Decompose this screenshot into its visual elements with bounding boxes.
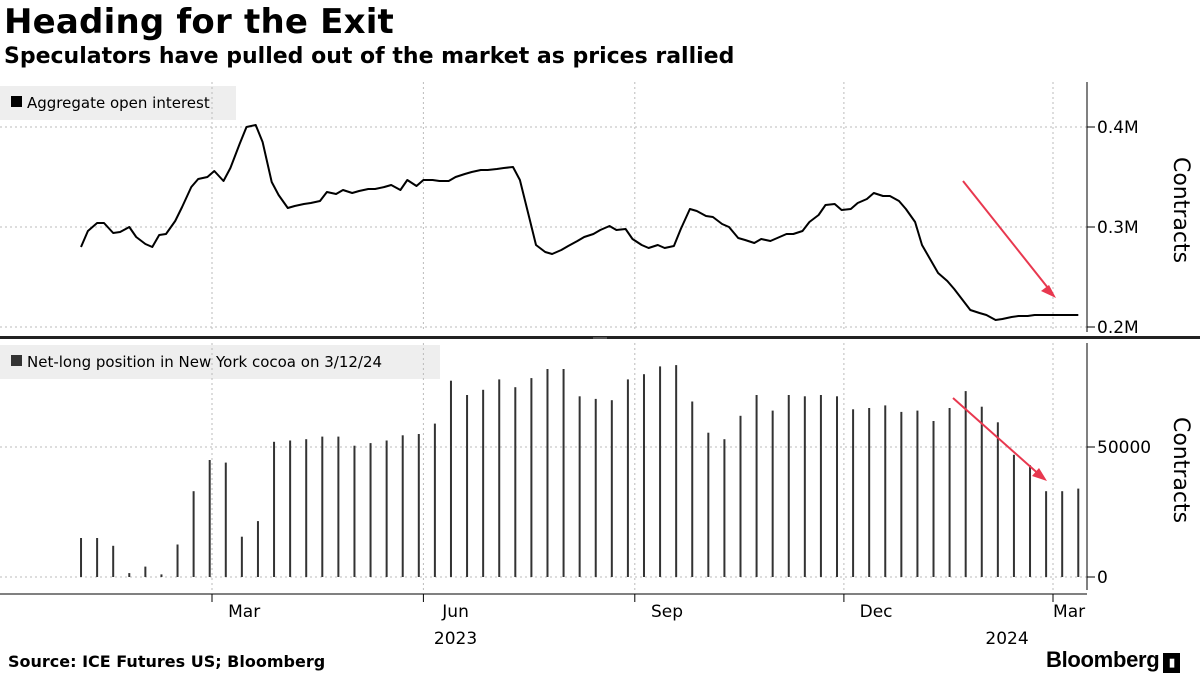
chart-title: Heading for the Exit xyxy=(4,2,395,42)
net-long-bar xyxy=(964,391,967,577)
x-tick-label: Jun xyxy=(441,602,469,622)
bloomberg-wordmark: Bloomberg xyxy=(1046,647,1160,672)
net-long-bar xyxy=(192,491,195,577)
net-long-bar xyxy=(626,379,629,577)
net-long-bar xyxy=(240,536,243,577)
y-tick-label: 0.2M xyxy=(1097,318,1139,338)
net-long-bar xyxy=(289,440,292,577)
net-long-bar xyxy=(659,366,662,577)
net-long-bar xyxy=(932,421,935,577)
net-long-bar xyxy=(144,566,147,577)
net-long-bar xyxy=(1012,454,1015,577)
net-long-bar xyxy=(112,545,115,577)
x-tick-label: Mar xyxy=(228,602,260,622)
net-long-bar xyxy=(546,369,549,577)
y-axis-label-bottom: Contracts xyxy=(1168,417,1193,523)
net-long-bar xyxy=(128,573,131,577)
y-tick-label: 0.3M xyxy=(1097,218,1139,238)
net-long-bar xyxy=(578,396,581,577)
net-long-bar xyxy=(305,439,308,577)
net-long-bar xyxy=(980,406,983,577)
net-long-bar xyxy=(675,365,678,577)
net-long-bar xyxy=(755,395,758,577)
legend-box-top xyxy=(0,86,236,120)
net-long-bar xyxy=(916,410,919,577)
net-long-bar xyxy=(771,410,774,577)
chart-area: Aggregate open interest Net-long positio… xyxy=(0,82,1200,649)
legend-label-bottom: Net-long position in New York cocoa on 3… xyxy=(27,353,382,371)
net-long-bar xyxy=(530,378,533,577)
net-long-bar xyxy=(353,445,356,577)
x-tick-label: Dec xyxy=(860,602,893,622)
net-long-bar xyxy=(208,460,211,577)
x-year-label: 2024 xyxy=(985,629,1028,649)
net-long-bar xyxy=(900,411,903,577)
net-long-bar xyxy=(385,440,388,577)
net-long-bar xyxy=(739,415,742,577)
net-long-bar xyxy=(594,398,597,577)
net-long-bar xyxy=(1061,491,1064,577)
net-long-bar xyxy=(819,395,822,577)
net-long-bar xyxy=(884,405,887,577)
y-axis-label-top: Contracts xyxy=(1168,157,1193,263)
net-long-bar xyxy=(707,432,710,577)
net-long-bar xyxy=(256,521,259,577)
x-tick-label: Sep xyxy=(651,602,683,622)
net-long-bar xyxy=(723,439,726,577)
legend-box-bottom xyxy=(0,345,440,379)
net-long-bar xyxy=(642,374,645,577)
trend-arrow-top xyxy=(962,180,1056,298)
y-tick-label: 50000 xyxy=(1097,438,1151,458)
net-long-bar xyxy=(514,387,517,577)
net-long-bar xyxy=(1077,488,1080,577)
net-long-bar xyxy=(868,408,871,577)
y-tick-label: 0 xyxy=(1097,568,1108,588)
net-long-bar xyxy=(1045,491,1048,577)
open-interest-line xyxy=(80,124,1079,321)
net-long-bar xyxy=(562,369,565,577)
net-long-bar xyxy=(852,409,855,577)
net-long-bar xyxy=(401,435,404,577)
net-long-bar xyxy=(321,436,324,577)
trend-arrow-bottom xyxy=(952,397,1047,481)
source-note: Source: ICE Futures US; Bloomberg xyxy=(8,652,326,671)
net-long-bar xyxy=(176,544,179,577)
net-long-bar xyxy=(417,434,420,577)
net-long-bar xyxy=(948,408,951,577)
net-long-bar xyxy=(273,441,276,577)
net-long-bar xyxy=(610,400,613,577)
x-year-label: 2023 xyxy=(434,629,477,649)
net-long-bar xyxy=(466,395,469,577)
bloomberg-badge-icon: ▮ xyxy=(1163,653,1181,673)
bloomberg-logo: Bloomberg ▮ xyxy=(1046,647,1181,673)
net-long-bar xyxy=(160,574,163,577)
net-long-bar xyxy=(836,396,839,577)
net-long-bar xyxy=(803,396,806,577)
chart-subtitle: Speculators have pulled out of the marke… xyxy=(4,44,735,69)
net-long-bar xyxy=(449,380,452,577)
net-long-bar xyxy=(787,395,790,577)
net-long-bar xyxy=(80,538,83,577)
net-long-bar xyxy=(498,379,501,577)
legend-swatch-top xyxy=(11,96,22,107)
legend-swatch-bottom xyxy=(11,355,22,366)
legend-label-top: Aggregate open interest xyxy=(27,94,210,112)
net-long-bar xyxy=(996,422,999,577)
x-tick-label: Mar xyxy=(1053,602,1085,622)
net-long-bar xyxy=(433,423,436,577)
net-long-bar xyxy=(96,538,99,577)
net-long-bar xyxy=(224,462,227,577)
net-long-bar xyxy=(369,443,372,577)
net-long-bar xyxy=(1029,465,1032,577)
net-long-bar xyxy=(337,436,340,577)
net-long-bar xyxy=(482,389,485,577)
net-long-bar xyxy=(691,401,694,577)
y-tick-label: 0.4M xyxy=(1097,118,1139,138)
